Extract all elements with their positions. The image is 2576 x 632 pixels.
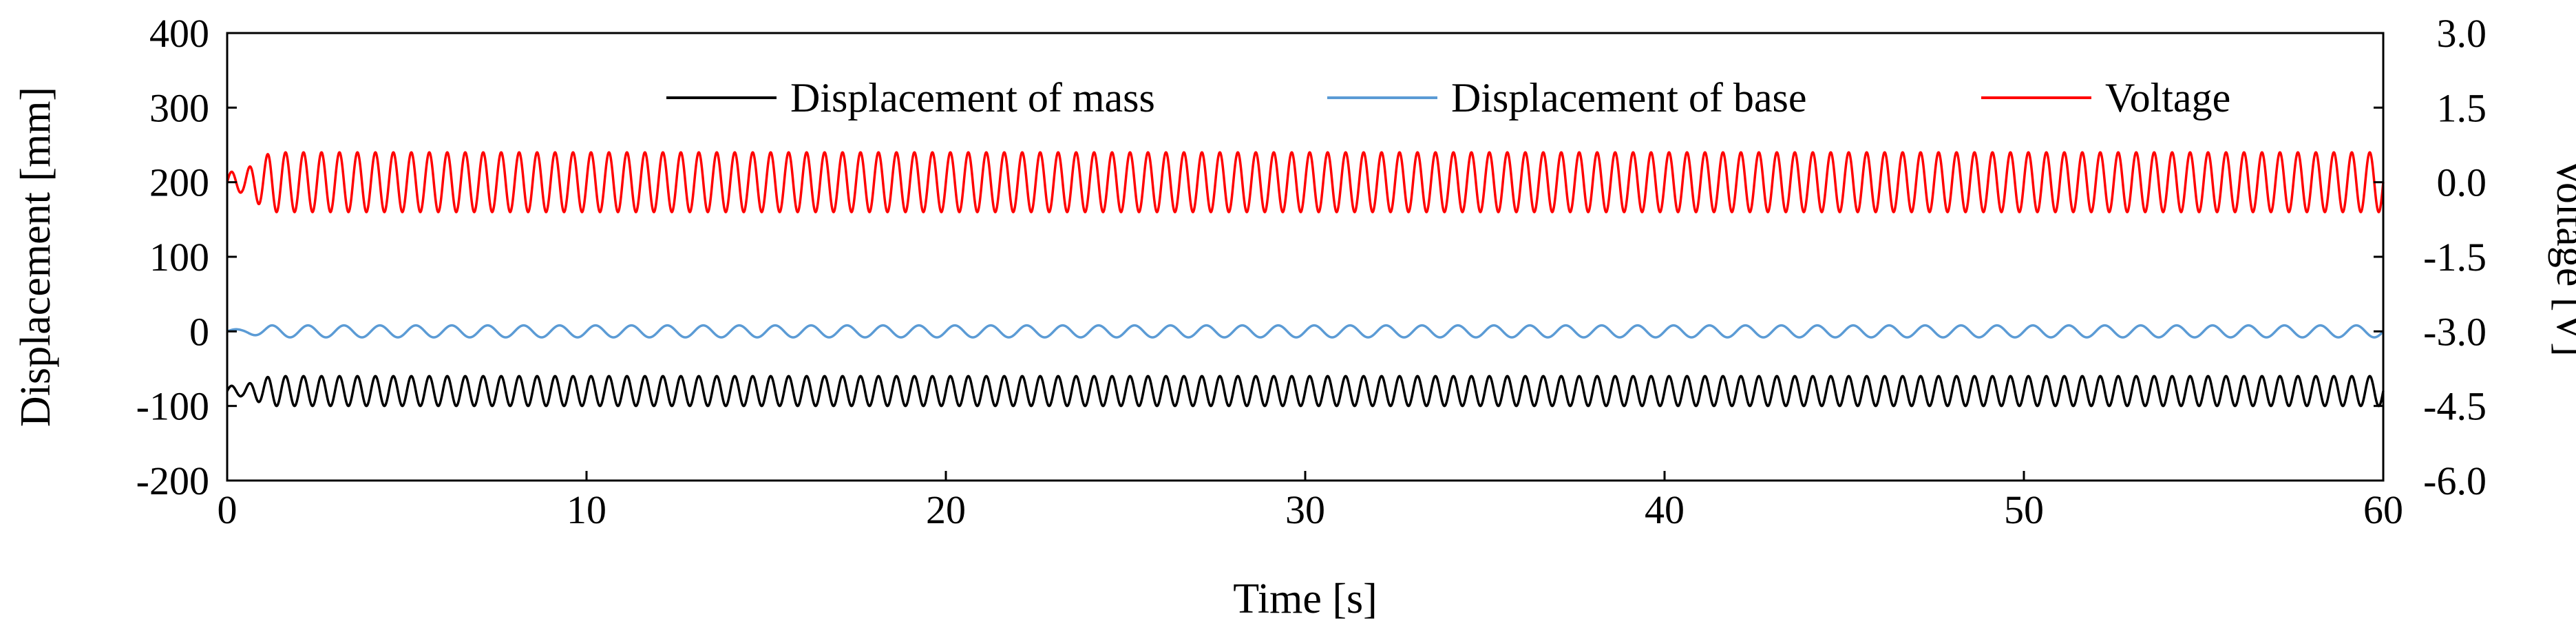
x-tick-label: 30 bbox=[1285, 487, 1325, 532]
series-layer bbox=[226, 151, 2385, 408]
series-line-displacement-of-base bbox=[226, 324, 2385, 339]
y-left-tick-label: 400 bbox=[149, 11, 209, 56]
y-right-tick-label: -1.5 bbox=[2423, 235, 2487, 280]
y-right-tick-label: -6.0 bbox=[2423, 459, 2487, 503]
x-tick-label: 50 bbox=[2004, 487, 2044, 532]
legend-label-displacement-of-mass: Displacement of mass bbox=[790, 75, 1155, 120]
x-tick-label: 60 bbox=[2363, 487, 2403, 532]
y-left-tick-label: 200 bbox=[149, 160, 209, 205]
series-line-voltage bbox=[226, 151, 2385, 213]
x-tick-label: 0 bbox=[218, 487, 237, 532]
y-left-tick-label: -100 bbox=[136, 384, 209, 429]
y-left-tick-label: 100 bbox=[149, 235, 209, 280]
y-right-tick-label: 0.0 bbox=[2437, 160, 2487, 205]
y-right-tick-label: -4.5 bbox=[2423, 384, 2487, 429]
tick-layer: 0 10 20 30 40 50 60 400 300 200 100 0 -100 -200 3.0 1.5… bbox=[136, 11, 2487, 532]
y-axis-left-title: Displacement [mm] bbox=[12, 87, 59, 427]
y-axis-right-title: Voltage [V] bbox=[2548, 157, 2576, 357]
series-line-displacement-of-mass bbox=[226, 375, 2385, 408]
x-tick-label: 40 bbox=[1645, 487, 1685, 532]
y-left-tick-label: 300 bbox=[149, 85, 209, 130]
x-axis-title: Time [s] bbox=[1233, 576, 1377, 622]
y-right-tick-label: -3.0 bbox=[2423, 309, 2487, 354]
legend-label-voltage: Voltage bbox=[2105, 75, 2230, 120]
legend: Displacement of mass Displacement of bas… bbox=[666, 75, 2230, 120]
y-left-tick-label: 0 bbox=[189, 309, 209, 354]
y-right-tick-label: 1.5 bbox=[2437, 85, 2487, 130]
legend-label-displacement-of-base: Displacement of base bbox=[1451, 75, 1806, 120]
y-right-tick-label: 3.0 bbox=[2437, 11, 2487, 56]
x-tick-label: 20 bbox=[926, 487, 966, 532]
y-left-tick-label: -200 bbox=[136, 459, 209, 503]
x-tick-label: 10 bbox=[567, 487, 606, 532]
